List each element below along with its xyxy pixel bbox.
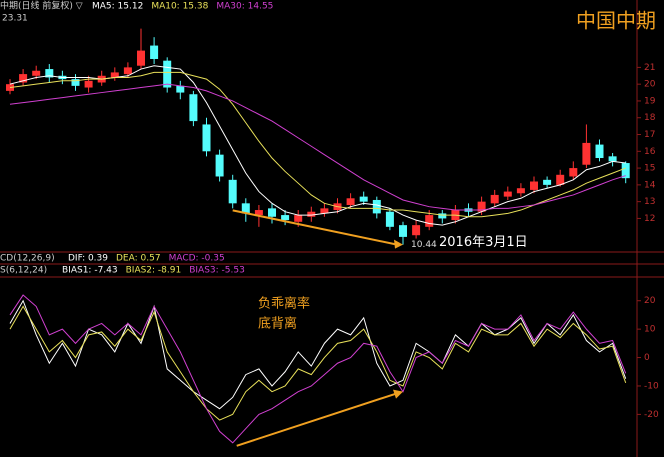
candle-body — [307, 211, 316, 217]
indicator: DIF: 0.39 — [68, 254, 108, 264]
candle-body — [163, 60, 172, 88]
candle-body — [150, 45, 159, 59]
macd-title: CD(12,26,9) — [0, 254, 55, 264]
candle-body — [202, 124, 211, 152]
candle-body — [385, 211, 394, 227]
candle-body — [110, 72, 119, 78]
candle-body — [490, 194, 499, 204]
series-line — [9, 65, 626, 226]
arrow-head — [393, 389, 403, 399]
candle-body — [516, 188, 525, 194]
legend-entry: MA5: 15.12 — [92, 2, 143, 12]
y-tick-label: 12 — [644, 214, 655, 224]
series-line — [9, 305, 627, 421]
y-tick-label: 20 — [644, 80, 656, 90]
y-tick-label: 0 — [644, 353, 650, 363]
legend-entry: BIAS1: -7.43 — [62, 266, 118, 276]
bias-title: S(6,12,24) — [0, 266, 47, 276]
candle-body — [254, 210, 263, 216]
indicator: MACD: -0.35 — [169, 254, 225, 264]
candle-body — [268, 208, 276, 217]
arrow — [236, 392, 397, 447]
annotation: 2016年3月1日 — [439, 235, 528, 250]
candle-body — [608, 156, 617, 162]
chart-title: 中期(日线 前复权) ▽ — [0, 0, 83, 12]
y-tick-label: -20 — [644, 410, 659, 420]
annotation: 负乖离率 — [258, 296, 310, 312]
candle-body — [84, 80, 93, 88]
candle-body — [425, 215, 434, 227]
candle-body — [19, 74, 28, 83]
candle-body — [241, 203, 250, 214]
candle-body — [412, 225, 421, 236]
series-line — [9, 299, 627, 410]
series-line — [9, 83, 626, 211]
y-tick-label: 14 — [644, 180, 656, 190]
arrow — [232, 209, 398, 246]
brand: 中国中期 — [576, 9, 656, 33]
candle-body — [228, 179, 237, 204]
candle-body — [530, 181, 538, 190]
candle-body — [294, 215, 303, 222]
candle-body — [346, 198, 355, 206]
candle-body — [320, 208, 329, 214]
candle-body — [556, 174, 565, 185]
y-tick-label: 17 — [644, 130, 655, 140]
candle-body — [372, 199, 381, 214]
series-line — [9, 71, 626, 218]
annotation: 底背离 — [258, 316, 297, 332]
candle-body — [32, 70, 41, 76]
candle-body — [176, 85, 185, 93]
candle-body — [503, 191, 512, 197]
candle-body — [477, 201, 486, 212]
candle-body — [123, 67, 132, 75]
y-tick-label: -10 — [644, 381, 659, 391]
legend-entry: BIAS3: -5.53 — [189, 266, 245, 276]
max-label: 23.31 — [2, 14, 28, 24]
candle-body — [399, 225, 407, 237]
y-tick-label: 15 — [644, 164, 655, 174]
y-tick-label: 19 — [644, 96, 656, 106]
candle-body — [137, 50, 145, 66]
annotation: 10.44 — [411, 240, 437, 250]
candle-body — [281, 215, 290, 221]
candle-body — [582, 142, 591, 165]
y-tick-label: 18 — [644, 113, 656, 123]
y-tick-label: 10 — [644, 325, 656, 335]
legend-entry: MA10: 15.38 — [151, 2, 208, 12]
candle-body — [543, 179, 552, 185]
candle-body — [215, 154, 224, 177]
arrow-head — [394, 239, 403, 249]
candle-body — [438, 213, 447, 219]
y-tick-label: 16 — [644, 147, 656, 157]
candle-body — [621, 163, 630, 179]
legend-entry: BIAS2: -8.91 — [126, 266, 182, 276]
candle-body — [71, 79, 80, 86]
series-line — [9, 294, 627, 444]
candle-body — [569, 168, 578, 177]
candle-body — [595, 144, 604, 159]
y-tick-label: 20 — [644, 296, 656, 306]
y-tick-label: 21 — [644, 63, 655, 73]
candle-body — [189, 94, 198, 122]
candle-body — [359, 196, 368, 202]
indicator: DEA: 0.57 — [116, 254, 161, 264]
legend-entry: MA30: 14.55 — [216, 2, 273, 12]
candle-body — [45, 69, 54, 78]
y-tick-label: 13 — [644, 197, 655, 207]
